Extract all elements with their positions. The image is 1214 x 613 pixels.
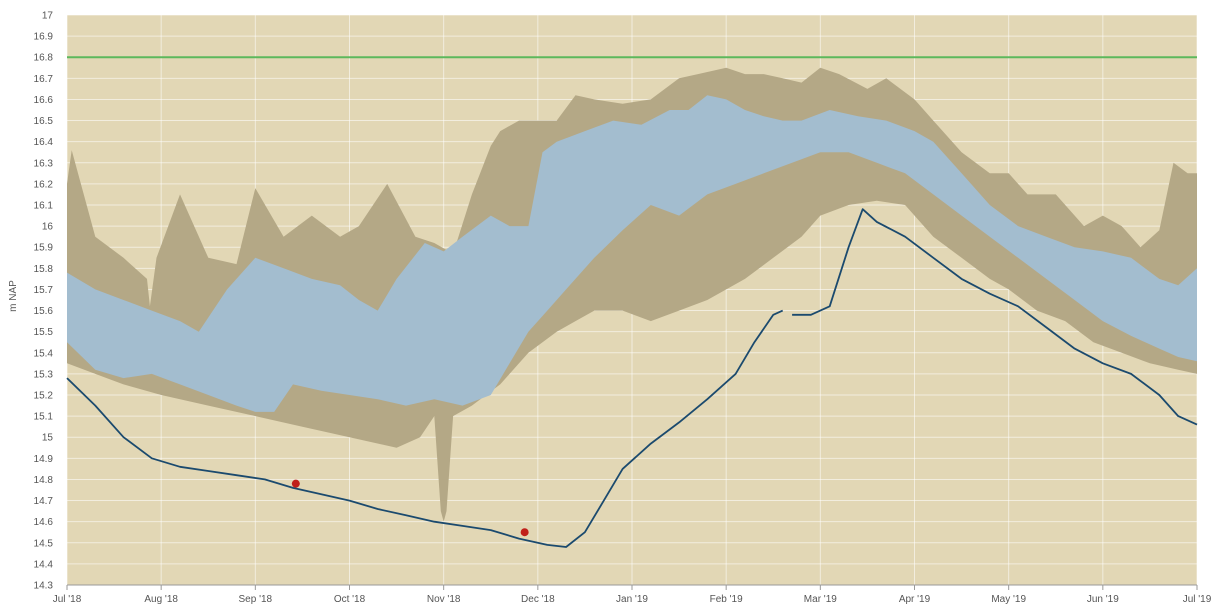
x-tick-label: Jul '19 <box>1183 594 1212 605</box>
inner-band-area <box>67 95 1197 412</box>
x-tick-label: Dec '18 <box>521 594 555 605</box>
y-tick-label: 15.3 <box>34 369 54 380</box>
y-tick-label: 16.7 <box>34 74 54 85</box>
x-tick-label: Jan '19 <box>616 594 648 605</box>
y-tick-label: 15.2 <box>34 391 54 402</box>
y-tick-label: 15.5 <box>34 327 54 338</box>
y-tick-label: 17 <box>42 11 54 22</box>
y-tick-label: 14.5 <box>34 538 54 549</box>
measurement-points <box>291 479 529 537</box>
y-tick-label: 16.4 <box>34 137 54 148</box>
measurement-point[interactable] <box>520 528 529 537</box>
series-line <box>792 208 1198 426</box>
y-tick-label: 15.4 <box>34 348 54 359</box>
y-tick-label: 14.4 <box>34 559 54 570</box>
y-tick-label: 16.1 <box>34 201 54 212</box>
x-tick-label: Jun '19 <box>1087 594 1119 605</box>
y-tick-label: 16.8 <box>34 53 54 64</box>
x-tick-label: May '19 <box>991 594 1026 605</box>
y-tick-label: 16 <box>42 222 54 233</box>
y-axis: 17 16.9 16.8 16.7 16.6 16.5 16.4 16.3 16.2 16.1 16… <box>34 11 54 592</box>
y-tick-label: 16.5 <box>34 116 54 127</box>
y-tick-label: 14.9 <box>34 454 54 465</box>
x-tick-label: Apr '19 <box>899 594 931 605</box>
outer-band-area <box>67 67 1197 522</box>
series-layer <box>66 208 1198 548</box>
x-tick-label: Mar '19 <box>804 594 837 605</box>
y-tick-label: 15.6 <box>34 306 54 317</box>
y-tick-label: 16.3 <box>34 158 54 169</box>
y-tick-label: 15.1 <box>34 412 54 423</box>
y-tick-label: 15.8 <box>34 264 54 275</box>
y-axis-title: m NAP <box>8 280 19 312</box>
x-tick-label: Nov '18 <box>427 594 461 605</box>
y-tick-label: 14.3 <box>34 581 54 592</box>
y-tick-label: 14.6 <box>34 517 54 528</box>
x-axis: Jul '18 Aug '18 Sep '18 Oct '18 Nov '18 Dec '… <box>53 584 1212 605</box>
y-tick-label: 15 <box>42 433 54 444</box>
y-tick-label: 16.9 <box>34 32 54 43</box>
x-tick-label: Sep '18 <box>239 594 273 605</box>
series-line <box>66 309 784 548</box>
x-tick-label: Aug '18 <box>144 594 178 605</box>
y-tick-label: 14.8 <box>34 475 54 486</box>
y-tick-label: 15.7 <box>34 285 54 296</box>
x-tick-label: Feb '19 <box>710 594 743 605</box>
y-tick-label: 16.2 <box>34 179 54 190</box>
y-tick-label: 14.7 <box>34 496 54 507</box>
y-tick-label: 16.6 <box>34 95 54 106</box>
x-tick-label: Jul '18 <box>53 594 82 605</box>
y-tick-label: 15.9 <box>34 243 54 254</box>
x-tick-label: Oct '18 <box>334 594 366 605</box>
measurement-point[interactable] <box>291 479 300 488</box>
